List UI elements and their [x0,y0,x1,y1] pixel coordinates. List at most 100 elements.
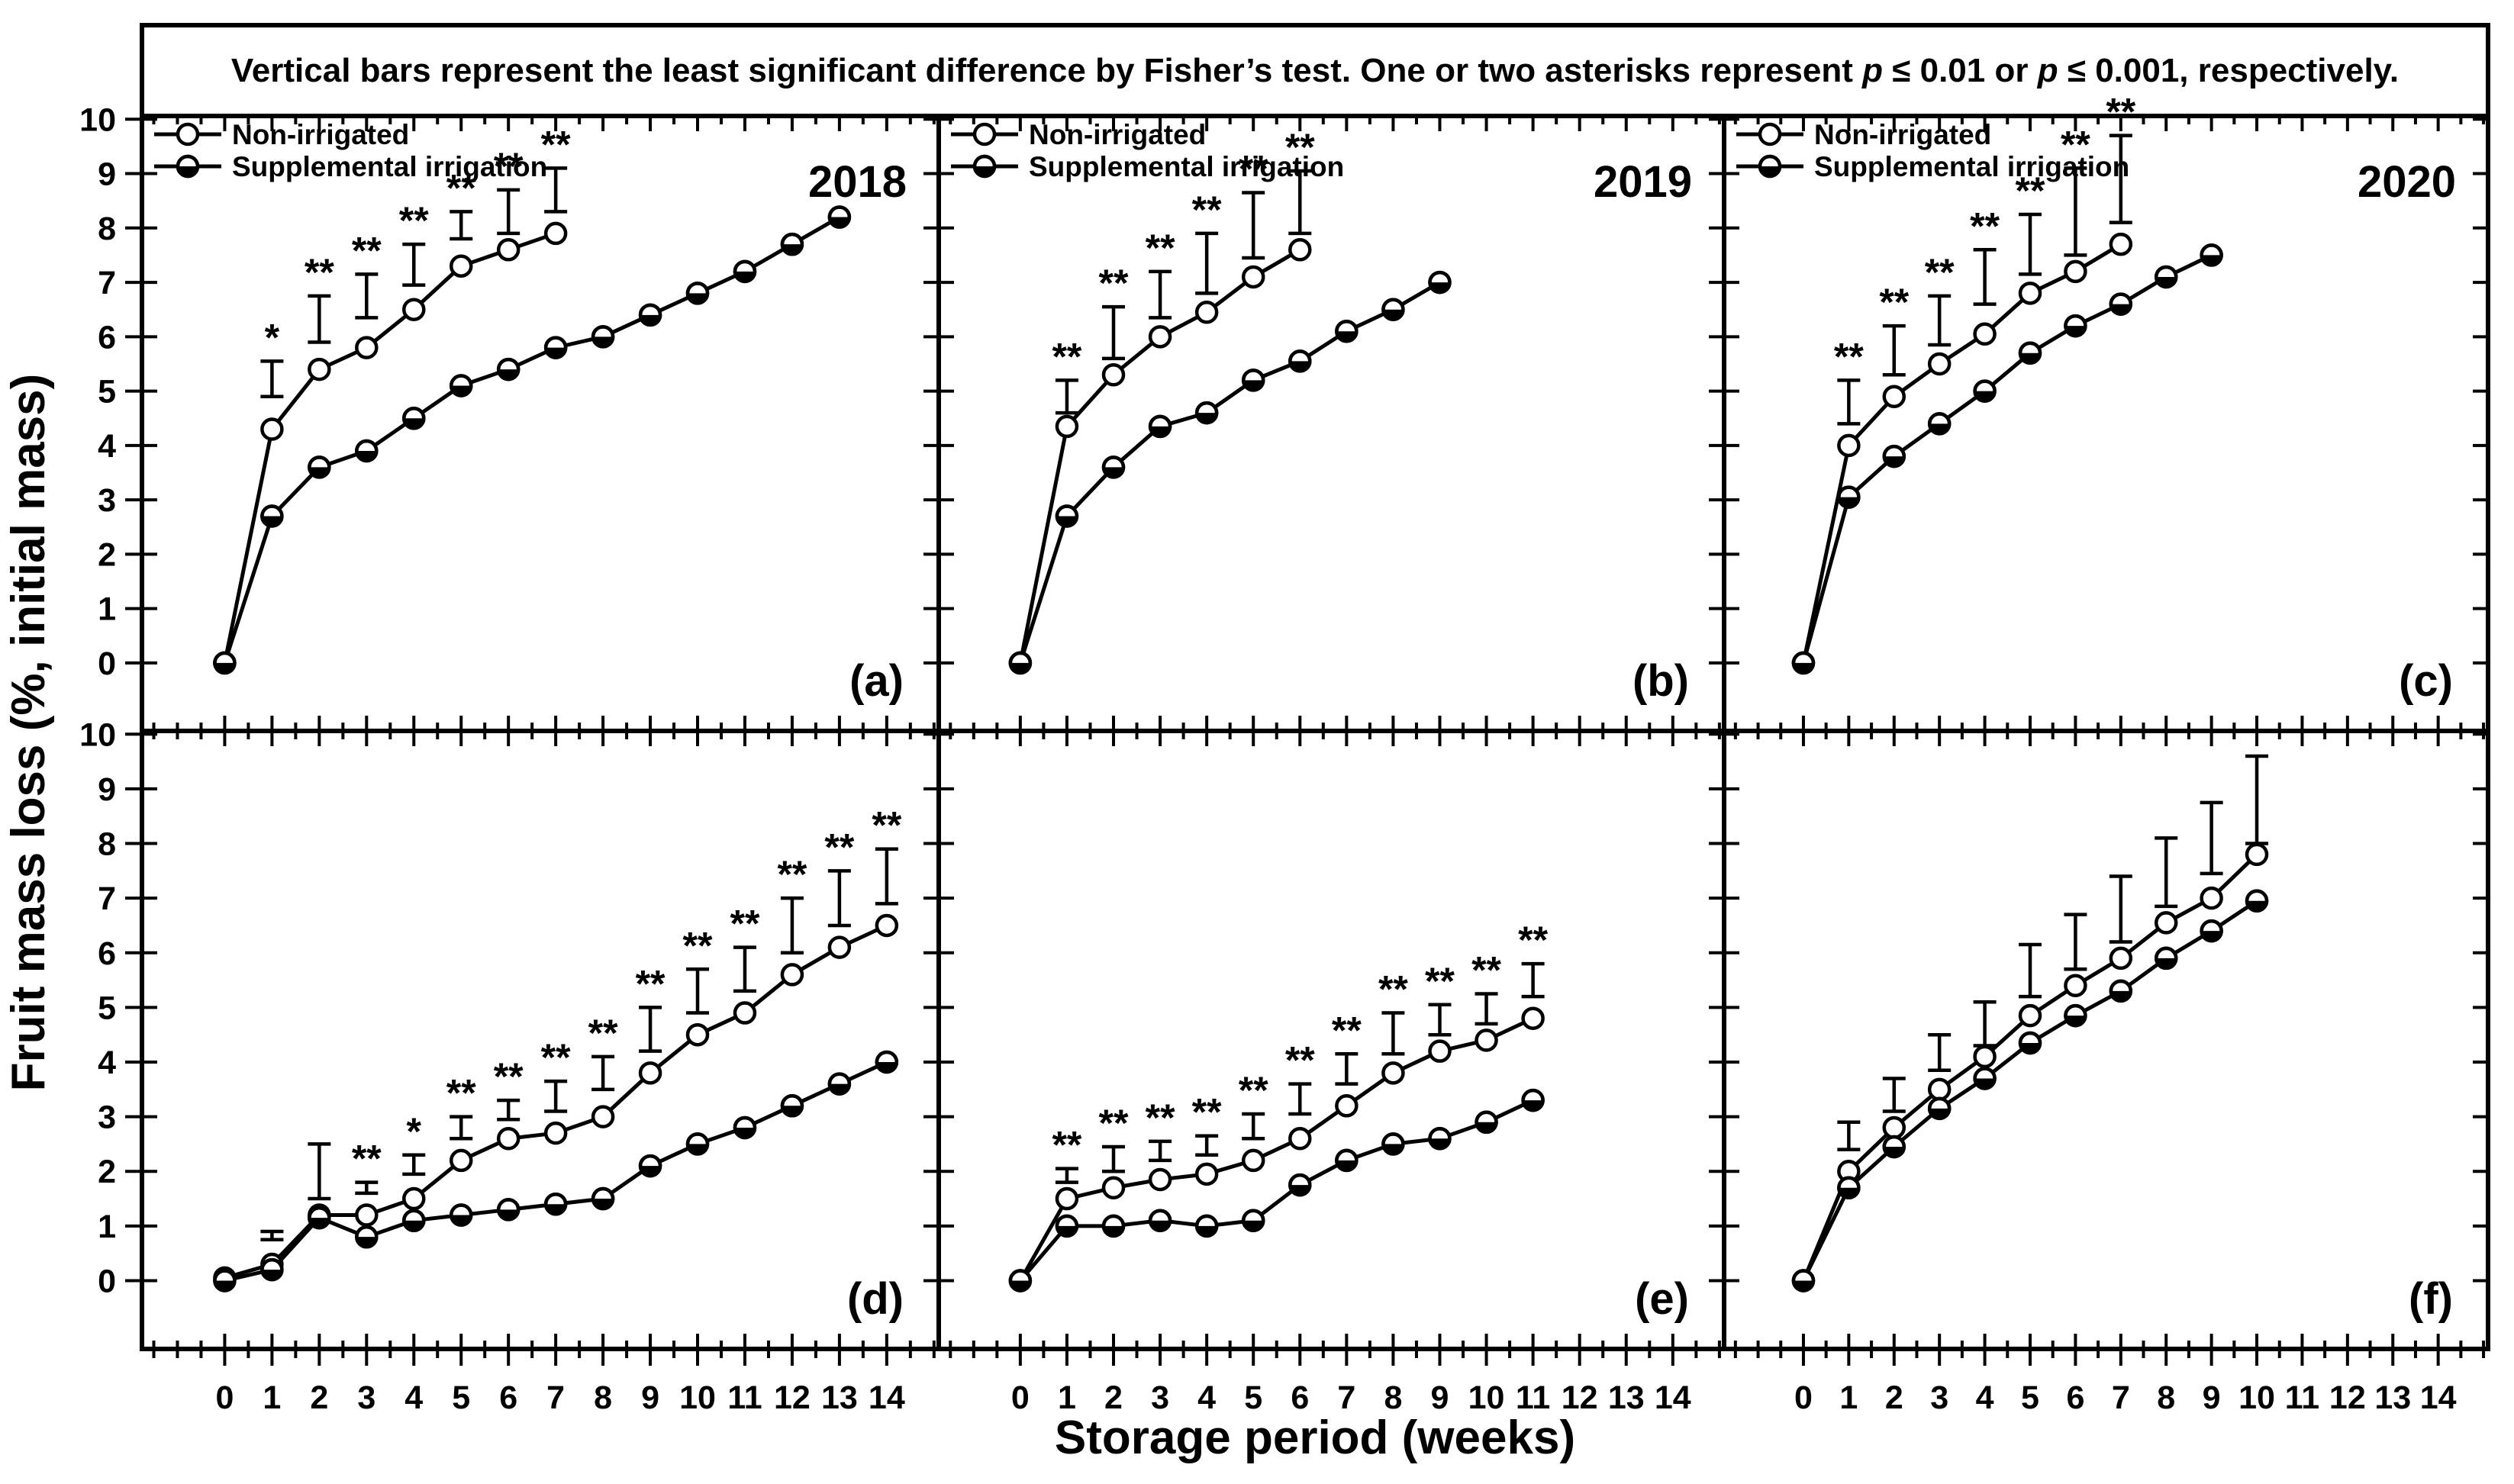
x-tick-label: 5 [452,1379,470,1416]
significance-stars: ** [494,1055,524,1098]
significance-stars: * [265,316,280,359]
x-axis-title: Storage period (weeks) [1055,1412,1575,1464]
x-tick-label: 6 [2066,1379,2084,1416]
x-tick-label: 1 [1839,1379,1858,1416]
marker-open-circle [2018,282,2042,305]
marker-open-circle [402,298,426,321]
x-tick-label: 8 [1384,1379,1402,1416]
significance-stars: ** [777,853,807,896]
series-line-supplemental [1801,253,2213,664]
lsd-bar: ** [1192,188,1222,295]
x-tick-label: 7 [546,1379,565,1416]
y-tick-label: 6 [98,319,116,356]
marker-open-circle [1758,122,1782,146]
year-label: 2018 [808,157,907,207]
lsd-bar: ** [824,826,855,928]
marker-open-circle [2245,842,2269,867]
lsd-bar: ** [777,853,807,955]
year-label: 2020 [2358,157,2456,207]
year-label: 2019 [1594,157,1692,207]
marker-open-circle [1194,1162,1219,1186]
marker-open-circle [827,935,852,959]
lsd-bar: ** [1146,1096,1175,1163]
marker-open-circle [1101,1176,1126,1199]
lsd-bar: ** [494,145,524,236]
y-tick-label: 10 [79,101,116,138]
lsd-bar: ** [446,166,476,241]
y-tick-label: 4 [98,1045,116,1081]
marker-open-circle [1148,325,1172,349]
title-p-italic-2: p [2037,51,2058,89]
x-tick-label: 2 [310,1379,328,1416]
x-tick-label: 14 [869,1379,905,1416]
x-tick-label: 0 [215,1379,234,1416]
series-line-non-irrigated [1018,1016,1534,1282]
panel-e: 0 1 2 3 4 5 6 7 8 9 10 11 12 13 14**** ** ********** ** **… [936,729,1726,1416]
significance-stars: ** [1099,1102,1129,1144]
marker-open-circle [2064,259,2087,284]
marker-open-circle [449,1148,473,1173]
y-tick-label: 5 [98,990,116,1026]
x-tick-label: 11 [727,1379,762,1416]
lsd-bar: ** [1518,919,1549,999]
significance-stars: ** [1378,968,1408,1011]
lsd-bar: ** [1192,1091,1222,1157]
marker-open-circle [496,1127,521,1151]
significance-stars: ** [352,1138,382,1180]
marker-open-circle [591,1105,615,1128]
significance-stars: ** [1239,147,1268,190]
marker-open-circle [176,122,200,146]
x-tick-label: 11 [1516,1379,1550,1416]
marker-open-circle [355,336,379,359]
marker-open-circle [1521,1006,1545,1030]
marker-open-circle [402,1186,426,1211]
x-tick-label: 5 [2021,1379,2039,1416]
x-tick-label: 9 [2203,1379,2221,1416]
lsd-bar: ** [1471,948,1502,1026]
x-tick-label: 4 [1976,1379,1994,1416]
panel-a: 012345678910*************Non-irrigatedSu… [79,101,941,733]
lsd-bar: ** [1239,147,1268,260]
panel-letter: (f) [2409,1274,2453,1324]
panel-letter: (c) [2399,656,2453,706]
lsd-bar: ** [1285,1039,1315,1116]
panel-letter: (e) [1635,1274,1689,1324]
series-line-non-irrigated [1801,853,2258,1282]
panel-letter: (d) [847,1274,904,1324]
lsd-bar: ** [1052,335,1082,415]
x-tick-label: 12 [774,1379,811,1416]
marker-open-circle [260,417,284,441]
significance-stars: ** [1425,960,1455,1003]
series-line-non-irrigated [222,231,556,664]
lsd-bar: ** [1099,1102,1129,1173]
significance-stars: ** [352,229,382,272]
lsd-bar: ** [730,903,760,993]
y-tick-label: 3 [98,482,116,519]
title-text-2: ≤ 0.01 or [1883,51,2038,89]
y-tick-label: 4 [98,428,116,465]
lsd-bar [2064,913,2087,971]
marker-open-circle [1288,238,1312,262]
lsd-bar: ** [2061,123,2090,257]
lsd-bar [2245,754,2269,845]
marker-open-circle [685,1022,710,1047]
marker-open-circle [1101,362,1126,387]
lsd-bar: ** [446,1072,476,1141]
panel-letter: (b) [1632,656,1689,706]
significance-stars: ** [824,826,854,868]
significance-stars: ** [1518,919,1548,961]
lsd-bar: ** [1285,126,1315,236]
y-tick-label: 9 [98,771,116,808]
series-line-supplemental [1018,280,1441,664]
lsd-bar [1928,1032,1952,1072]
y-tick-label: 10 [79,716,116,753]
x-tick-label: 9 [641,1379,659,1416]
marker-open-circle [733,1001,757,1025]
significance-stars: ** [1052,335,1081,378]
lsd-bar: ** [399,199,429,287]
lsd-bar: ** [1425,960,1455,1037]
y-tick-label: 9 [98,156,116,193]
significance-stars: ** [1970,204,2000,247]
legend-label: Non-irrigated [232,119,409,150]
